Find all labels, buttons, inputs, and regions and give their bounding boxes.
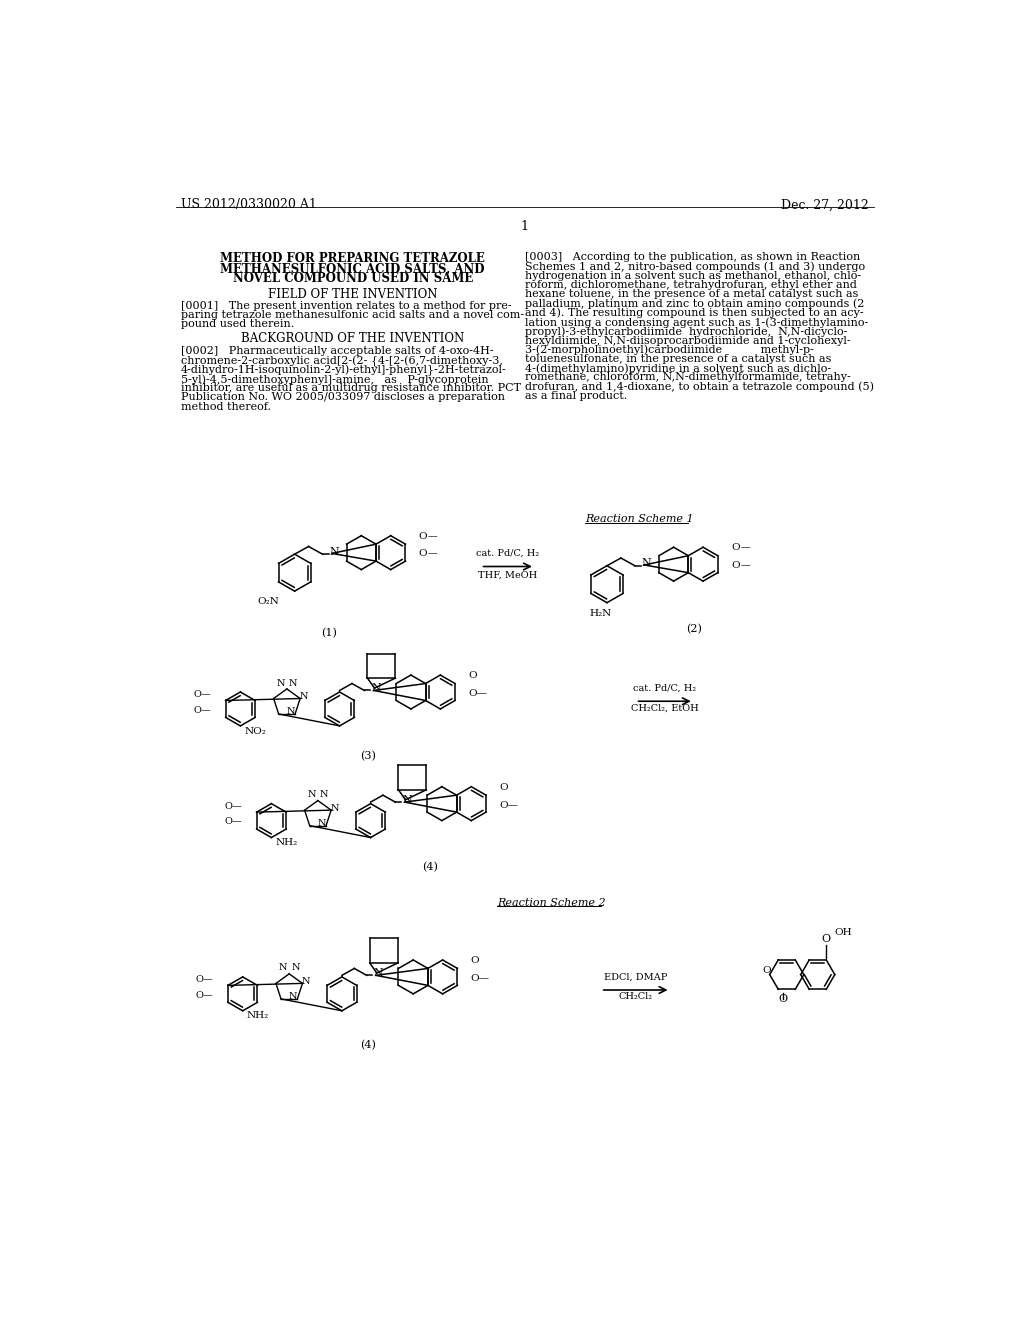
Text: N: N	[302, 977, 310, 986]
Text: (4): (4)	[422, 862, 438, 873]
Text: 4-(dimethylamino)pyridine in a solvent such as dichlo-: 4-(dimethylamino)pyridine in a solvent s…	[524, 363, 830, 374]
Text: Reaction Scheme 1: Reaction Scheme 1	[586, 515, 694, 524]
Text: O: O	[419, 532, 427, 541]
Text: O: O	[821, 935, 830, 944]
Text: O: O	[762, 966, 771, 975]
Text: toluenesulfonate, in the presence of a catalyst such as: toluenesulfonate, in the presence of a c…	[524, 354, 831, 364]
Text: N: N	[319, 789, 329, 799]
Text: NO₂: NO₂	[245, 726, 266, 735]
Text: 3-(2-morpholinoethyl)carbodiimide           methyl-p-: 3-(2-morpholinoethyl)carbodiimide methyl…	[524, 345, 814, 355]
Text: NH₂: NH₂	[275, 838, 298, 847]
Text: O: O	[468, 671, 477, 680]
Text: BACKGROUND OF THE INVENTION: BACKGROUND OF THE INVENTION	[241, 333, 464, 346]
Text: (3): (3)	[360, 751, 376, 762]
Text: chromene-2-carboxylic acid[2-(2- {4-[2-(6,7-dimethoxy-3,: chromene-2-carboxylic acid[2-(2- {4-[2-(…	[180, 355, 503, 367]
Text: 5-yl)-4,5-dimethoxyphenyl]-amine,   as   P-glycoprotein: 5-yl)-4,5-dimethoxyphenyl]-amine, as P-g…	[180, 374, 488, 384]
Text: (4): (4)	[360, 1039, 376, 1049]
Text: EDCl, DMAP: EDCl, DMAP	[604, 973, 668, 981]
Text: 1: 1	[521, 220, 528, 234]
Text: inhibitor, are useful as a multidrug resistance inhibitor. PCT: inhibitor, are useful as a multidrug res…	[180, 383, 520, 393]
Text: N: N	[300, 692, 308, 701]
Text: O—: O—	[224, 817, 242, 826]
Text: Schemes 1 and 2, nitro-based compounds (1 and 3) undergo: Schemes 1 and 2, nitro-based compounds (…	[524, 261, 865, 272]
Text: N: N	[289, 678, 297, 688]
Text: NOVEL COMPOUND USED IN SAME: NOVEL COMPOUND USED IN SAME	[232, 272, 473, 285]
Text: [0002]   Pharmaceutically acceptable salts of 4-oxo-4H-: [0002] Pharmaceutically acceptable salts…	[180, 346, 494, 356]
Text: O—: O—	[500, 800, 518, 809]
Text: N: N	[330, 546, 339, 557]
Text: O—: O—	[196, 975, 213, 985]
Text: [0003]   According to the publication, as shown in Reaction: [0003] According to the publication, as …	[524, 252, 860, 263]
Text: NH₂: NH₂	[247, 1011, 269, 1020]
Text: lation using a condensing agent such as 1-(3-dimethylamino-: lation using a condensing agent such as …	[524, 317, 868, 327]
Text: N: N	[276, 678, 285, 688]
Text: METHANESULFONIC ACID SALTS, AND: METHANESULFONIC ACID SALTS, AND	[220, 263, 485, 276]
Text: 4-dihydro-1H-isoquinolin-2-yl)-ethyl]-phenyl}-2H-tetrazol-: 4-dihydro-1H-isoquinolin-2-yl)-ethyl]-ph…	[180, 364, 507, 376]
Text: Publication No. WO 2005/033097 discloses a preparation: Publication No. WO 2005/033097 discloses…	[180, 392, 505, 403]
Text: O—: O—	[468, 689, 487, 698]
Text: O—: O—	[471, 974, 489, 983]
Text: method thereof.: method thereof.	[180, 401, 270, 412]
Text: —: —	[428, 532, 437, 541]
Text: O—: O—	[196, 991, 213, 999]
Text: N: N	[317, 818, 326, 828]
Text: and 4). The resulting compound is then subjected to an acy-: and 4). The resulting compound is then s…	[524, 308, 863, 318]
Text: (1): (1)	[322, 627, 338, 638]
Text: THF, MeOH: THF, MeOH	[478, 570, 538, 579]
Text: O: O	[471, 956, 479, 965]
Text: N: N	[371, 684, 381, 693]
Text: —: —	[428, 549, 437, 558]
Text: N: N	[279, 964, 288, 972]
Text: N: N	[374, 968, 383, 978]
Text: O: O	[500, 783, 508, 792]
Text: O—: O—	[194, 690, 211, 700]
Text: cat. Pd/C, H₂: cat. Pd/C, H₂	[476, 549, 540, 558]
Text: cat. Pd/C, H₂: cat. Pd/C, H₂	[633, 684, 696, 693]
Text: —: —	[740, 544, 750, 552]
Text: roform, dichloromethane, tetrahydrofuran, ethyl ether and: roform, dichloromethane, tetrahydrofuran…	[524, 280, 857, 290]
Text: CH₂Cl₂: CH₂Cl₂	[618, 993, 652, 1002]
Text: H₂N: H₂N	[590, 609, 612, 618]
Text: N: N	[402, 795, 412, 805]
Text: O₂N: O₂N	[257, 598, 280, 606]
Text: palladium, platinum and zinc to obtain amino compounds (2: palladium, platinum and zinc to obtain a…	[524, 298, 864, 309]
Text: as a final product.: as a final product.	[524, 391, 627, 401]
Text: N: N	[291, 964, 300, 972]
Text: hexane toluene, in the presence of a metal catalyst such as: hexane toluene, in the presence of a met…	[524, 289, 858, 300]
Text: O: O	[731, 544, 739, 552]
Text: —: —	[740, 561, 750, 570]
Text: CH₂Cl₂, EtOH: CH₂Cl₂, EtOH	[631, 704, 698, 713]
Text: pound used therein.: pound used therein.	[180, 319, 294, 329]
Text: hexyldiimide, N,N-diisoprocarbodiimide and 1-cyclohexyl-: hexyldiimide, N,N-diisoprocarbodiimide a…	[524, 335, 850, 346]
Text: Dec. 27, 2012: Dec. 27, 2012	[781, 198, 869, 211]
Text: hydrogenation in a solvent such as methanol, ethanol, chlo-: hydrogenation in a solvent such as metha…	[524, 271, 861, 281]
Text: O—: O—	[194, 706, 211, 715]
Text: romethane, chloroform, N,N-dimethylformamide, tetrahy-: romethane, chloroform, N,N-dimethylforma…	[524, 372, 851, 383]
Text: O—: O—	[224, 803, 242, 810]
Text: N: N	[289, 993, 297, 1002]
Text: propyl)-3-ethylcarbodiimide  hydrochloride,  N,N-dicyclo-: propyl)-3-ethylcarbodiimide hydrochlorid…	[524, 326, 847, 337]
Text: paring tetrazole methanesulfonic acid salts and a novel com-: paring tetrazole methanesulfonic acid sa…	[180, 310, 524, 319]
Text: FIELD OF THE INVENTION: FIELD OF THE INVENTION	[268, 288, 437, 301]
Text: METHOD FOR PREPARING TETRAZOLE: METHOD FOR PREPARING TETRAZOLE	[220, 252, 485, 265]
Text: O: O	[778, 994, 787, 1003]
Text: [0001]   The present invention relates to a method for pre-: [0001] The present invention relates to …	[180, 301, 511, 310]
Text: N: N	[287, 706, 295, 715]
Text: O: O	[731, 561, 739, 570]
Text: Reaction Scheme 2: Reaction Scheme 2	[497, 898, 605, 908]
Text: OH: OH	[835, 928, 852, 937]
Text: O: O	[419, 549, 427, 558]
Text: N: N	[307, 789, 316, 799]
Text: N: N	[331, 804, 339, 813]
Text: drofuran, and 1,4-dioxane, to obtain a tetrazole compound (5): drofuran, and 1,4-dioxane, to obtain a t…	[524, 381, 873, 392]
Text: US 2012/0330020 A1: US 2012/0330020 A1	[180, 198, 316, 211]
Text: (2): (2)	[686, 623, 701, 634]
Text: N: N	[642, 558, 651, 569]
